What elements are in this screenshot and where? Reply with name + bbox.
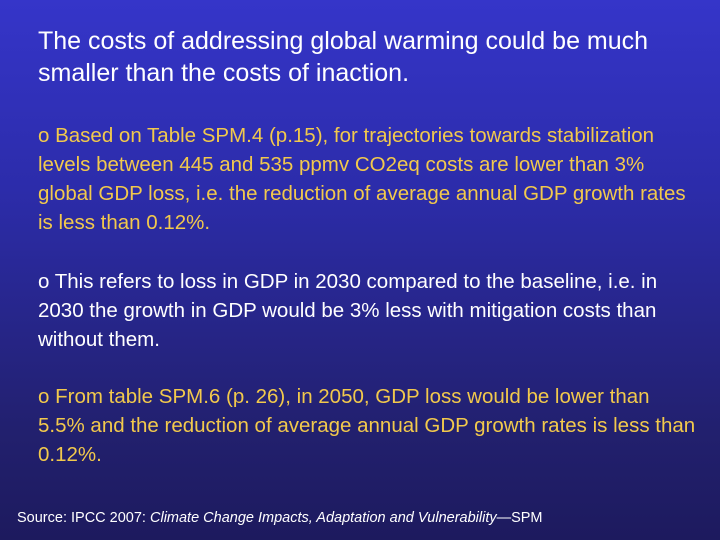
bullet-item-table-spm4: o Based on Table SPM.4 (p.15), for traje… [38,121,698,237]
bullet-item-gdp-2030: o This refers to loss in GDP in 2030 com… [38,267,698,354]
bullet-text: Based on Table SPM.4 (p.15), for traject… [38,124,686,234]
source-suffix: —SPM [496,510,543,526]
bullet-text: From table SPM.6 (p. 26), in 2050, GDP l… [38,385,696,466]
source-title: Climate Change Impacts, Adaptation and V… [150,510,497,526]
slide-title: The costs of addressing global warming c… [38,27,649,87]
bullet-text: This refers to loss in GDP in 2030 compa… [38,270,658,351]
bullet-marker: o [38,124,50,147]
source-prefix: Source: IPCC 2007: [17,510,150,526]
source-citation: Source: IPCC 2007: Climate Change Impact… [17,509,543,527]
bullet-marker: o [38,270,50,293]
bullet-item-table-spm6: o From table SPM.6 (p. 26), in 2050, GDP… [38,382,698,469]
bullet-marker: o [38,385,50,408]
